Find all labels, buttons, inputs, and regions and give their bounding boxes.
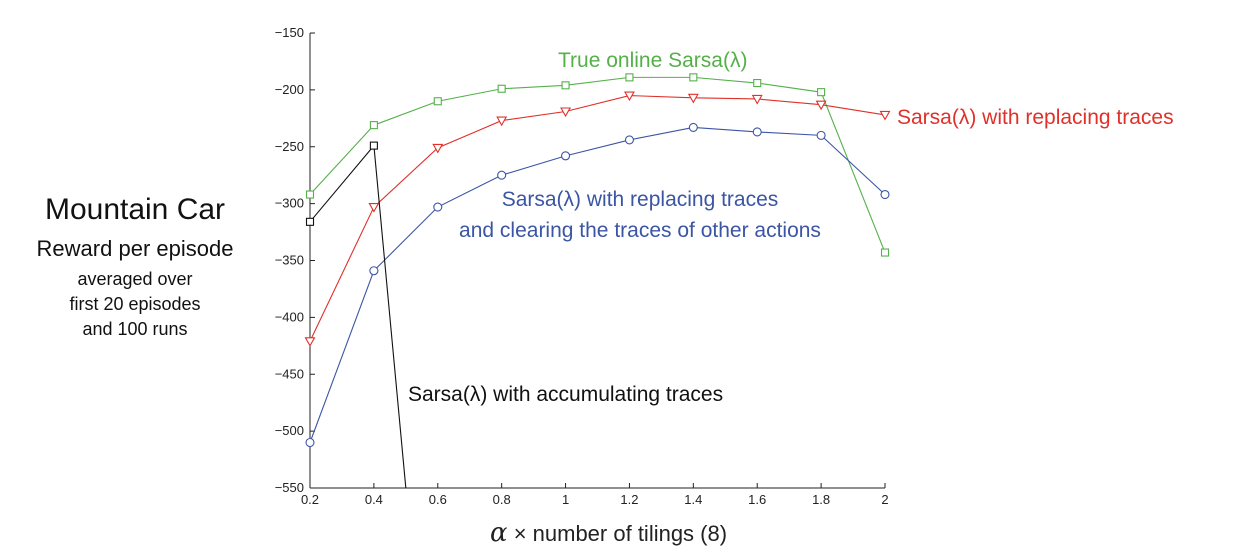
circle-marker bbox=[433, 202, 443, 212]
triangle-marker bbox=[687, 93, 699, 104]
x-tick-label: 0.2 bbox=[301, 492, 319, 507]
circle-marker bbox=[305, 437, 315, 448]
triangle-marker bbox=[304, 337, 316, 347]
circle-marker bbox=[688, 122, 698, 132]
triangle-marker bbox=[879, 110, 891, 121]
side-note: first 20 episodes bbox=[69, 294, 201, 314]
circle-marker bbox=[816, 130, 826, 140]
square-marker bbox=[369, 141, 378, 150]
triangle-marker bbox=[624, 91, 635, 102]
square-marker bbox=[753, 79, 762, 88]
square-marker bbox=[561, 81, 570, 90]
square-marker bbox=[497, 84, 506, 93]
y-tick-label: −550 bbox=[275, 480, 304, 495]
true-online-sarsa-line bbox=[309, 76, 886, 253]
x-tick-label: 1.4 bbox=[684, 492, 702, 507]
square-marker bbox=[625, 73, 634, 82]
sarsa-replacing-series bbox=[304, 91, 891, 347]
x-tick-label: 1.8 bbox=[812, 492, 830, 507]
side-note: and 100 runs bbox=[82, 319, 188, 339]
circle-marker bbox=[369, 266, 379, 276]
circle-marker bbox=[752, 127, 762, 137]
x-axis-label-text: × number of tilings (8) bbox=[513, 521, 728, 546]
side-title: Mountain Car bbox=[44, 193, 226, 226]
triangle-marker bbox=[496, 116, 508, 127]
y-tick-label: −400 bbox=[275, 309, 304, 324]
sarsa-accumulating-label: Sarsa(λ) with accumulating traces bbox=[408, 383, 723, 406]
sarsa-replacing-clearing-series bbox=[305, 122, 890, 448]
square-marker bbox=[369, 121, 378, 130]
square-marker bbox=[880, 248, 890, 257]
y-tick-label: −200 bbox=[275, 82, 304, 97]
sarsa-replacing-clearing-line bbox=[309, 126, 886, 443]
triangle-marker bbox=[560, 107, 571, 118]
side-subtitle: Reward per episode bbox=[36, 236, 234, 261]
triangle-marker bbox=[815, 100, 827, 111]
square-marker bbox=[817, 88, 826, 97]
y-tick-label: −450 bbox=[275, 366, 304, 381]
sarsa-accumulating-series bbox=[305, 141, 407, 488]
y-tick-label: −250 bbox=[275, 139, 304, 154]
x-tick-label: 0.6 bbox=[429, 492, 447, 507]
circle-marker bbox=[880, 189, 890, 200]
true-online-sarsa-label: True online Sarsa(λ) bbox=[558, 49, 747, 72]
true-online-sarsa-series bbox=[305, 73, 890, 257]
sarsa-replacing-label: Sarsa(λ) with replacing traces bbox=[897, 106, 1174, 129]
square-marker bbox=[305, 217, 315, 226]
x-tick-label: 1 bbox=[562, 492, 569, 507]
sarsa-accumulating-line bbox=[309, 144, 407, 488]
alpha-symbol: α bbox=[490, 518, 508, 548]
triangle-marker bbox=[432, 143, 444, 154]
y-tick-label: −350 bbox=[275, 253, 304, 268]
side-note: averaged over bbox=[77, 269, 193, 289]
y-tick-label: −500 bbox=[275, 423, 304, 438]
x-tick-label: 1.6 bbox=[748, 492, 766, 507]
triangle-marker bbox=[368, 202, 380, 213]
x-axis-label: α × number of tilings (8) bbox=[490, 518, 727, 548]
square-marker bbox=[433, 97, 442, 106]
sarsa-replacing-clearing-label: and clearing the traces of other actions bbox=[459, 219, 821, 242]
circle-marker bbox=[624, 135, 634, 145]
circle-marker bbox=[497, 170, 507, 180]
square-marker bbox=[305, 190, 315, 199]
sarsa-replacing-clearing-label: Sarsa(λ) with replacing traces bbox=[502, 188, 779, 211]
x-tick-label: 2 bbox=[881, 492, 888, 507]
x-tick-label: 0.4 bbox=[365, 492, 383, 507]
x-tick-label: 1.2 bbox=[620, 492, 638, 507]
y-tick-label: −150 bbox=[275, 25, 304, 40]
series-labels: True online Sarsa(λ) Sarsa(λ) with replac… bbox=[408, 49, 1174, 406]
triangle-marker bbox=[751, 94, 763, 105]
square-marker bbox=[689, 73, 698, 82]
x-tick-label: 0.8 bbox=[493, 492, 511, 507]
circle-marker bbox=[561, 151, 571, 161]
sarsa-replacing-line bbox=[309, 95, 886, 342]
y-tick-label: −300 bbox=[275, 196, 304, 211]
plot-area bbox=[304, 73, 891, 488]
